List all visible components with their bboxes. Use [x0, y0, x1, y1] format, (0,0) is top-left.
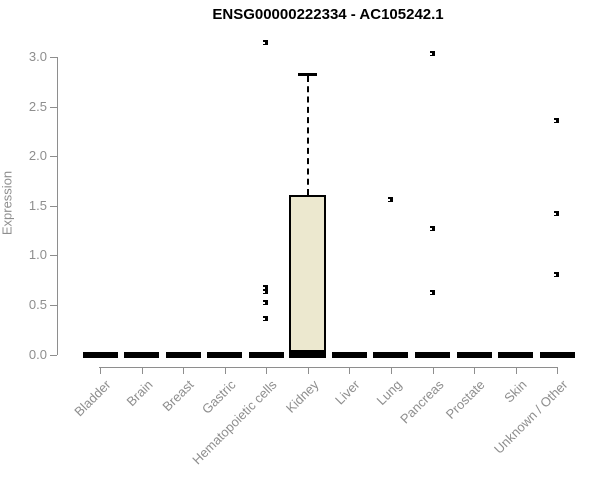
y-tick: [50, 106, 57, 108]
y-tick: [50, 156, 57, 158]
y-tick-label: 2.5: [28, 98, 47, 114]
whisker-cap: [298, 73, 318, 77]
x-tick: [557, 367, 559, 374]
boxplot-median: [248, 351, 284, 358]
outlier-point: [429, 290, 435, 296]
boxplot-whisker: [306, 76, 309, 195]
outlier-point: [263, 300, 269, 306]
y-tick: [50, 205, 57, 207]
outlier-point: [263, 288, 269, 294]
outlier-point: [429, 226, 435, 232]
x-axis-line: [99, 367, 559, 368]
y-tick-label: 2.0: [28, 148, 47, 164]
x-tick: [266, 367, 268, 374]
boxplot-median: [498, 351, 534, 358]
boxplot-median: [539, 351, 575, 358]
y-tick: [50, 354, 57, 356]
y-axis-label: Expression: [0, 170, 15, 236]
x-tick: [349, 367, 351, 374]
chart-title: ENSG00000222334 - AC105242.1: [212, 6, 444, 23]
y-tick-label: 3.0: [28, 48, 47, 64]
x-tick: [183, 367, 185, 374]
y-tick: [50, 255, 57, 257]
boxplot-median: [124, 351, 160, 358]
x-tick: [432, 367, 434, 374]
y-tick-label: 1.5: [28, 197, 47, 213]
outlier-point: [554, 271, 560, 277]
boxplot-median: [456, 351, 492, 358]
outlier-point: [263, 39, 269, 45]
y-tick: [50, 56, 57, 58]
y-tick-label: 0.5: [28, 296, 47, 312]
boxplot-median: [290, 349, 326, 356]
x-tick: [307, 367, 309, 374]
y-tick: [50, 304, 57, 306]
outlier-point: [387, 197, 393, 203]
y-tick-label: 1.0: [28, 247, 47, 263]
outlier-point: [263, 284, 269, 290]
boxplot-median: [165, 351, 201, 358]
boxplot-median: [331, 351, 367, 358]
outlier-point: [429, 51, 435, 57]
boxplot-median: [82, 351, 118, 358]
boxplot-box: [289, 194, 327, 358]
x-tick: [515, 367, 517, 374]
x-tick: [224, 367, 226, 374]
x-tick: [141, 367, 143, 374]
boxplot-median: [373, 351, 409, 358]
x-tick: [100, 367, 101, 374]
x-tick: [390, 367, 392, 374]
boxplot-median: [207, 351, 243, 358]
x-tick: [474, 367, 476, 374]
y-axis-line: [57, 56, 58, 356]
y-tick-label: 0.0: [28, 346, 47, 362]
boxplot-median: [415, 351, 451, 358]
outlier-point: [263, 316, 269, 322]
outlier-point: [554, 117, 560, 123]
outlier-point: [554, 211, 560, 217]
